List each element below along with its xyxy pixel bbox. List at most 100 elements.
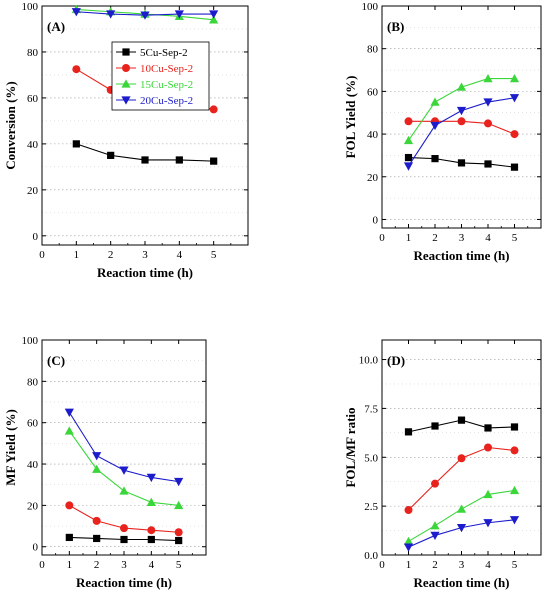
data-point-black: [431, 422, 439, 430]
y-tick-label: 7.5: [364, 403, 378, 415]
legend-marker-red: [122, 64, 130, 72]
data-point-black: [510, 423, 519, 431]
x-tick-label: 0: [39, 249, 45, 261]
data-point-green: [430, 521, 440, 530]
series-green: [64, 426, 184, 510]
data-point-green: [509, 485, 520, 495]
data-point-black: [93, 534, 101, 543]
legend-label-blue: 20Cu-Sep-2: [140, 95, 193, 107]
data-point-blue: [209, 10, 219, 19]
data-point-black: [457, 416, 466, 424]
data-point-blue: [92, 452, 102, 461]
data-point-blue: [174, 477, 184, 487]
series-black: [404, 416, 519, 436]
y-tick-label: 100: [22, 335, 39, 347]
legend-marker-green: [121, 79, 131, 88]
data-point-black: [175, 156, 183, 164]
data-point-black: [120, 535, 128, 544]
x-tick-label: 3: [459, 559, 465, 571]
data-point-black: [175, 536, 183, 545]
x-tick-label: 2: [432, 559, 438, 571]
data-point-red: [65, 501, 74, 510]
legend-label-red: 10Cu-Sep-2: [140, 63, 193, 75]
data-point-black: [404, 428, 413, 436]
data-point-black: [107, 151, 115, 159]
x-axis-label: Reaction time (h): [97, 265, 193, 280]
y-tick-label: 80: [27, 376, 39, 388]
data-point-black: [72, 140, 80, 148]
x-tick-label: 5: [512, 232, 518, 244]
x-tick-label: 4: [177, 249, 183, 261]
panel-label-a: (A): [47, 19, 65, 34]
x-tick-label: 5: [211, 249, 217, 261]
plot-frame: [381, 5, 542, 229]
series-line-green: [408, 489, 515, 542]
y-axis-label: FOL Yield (%): [343, 76, 358, 159]
data-point-green: [509, 73, 520, 83]
data-point-blue: [146, 473, 156, 483]
x-axis-label: Reaction time (h): [76, 575, 172, 590]
data-point-green: [64, 426, 74, 435]
x-tick-label: 1: [406, 232, 412, 244]
data-point-green: [403, 135, 414, 145]
data-point-blue: [430, 531, 440, 541]
x-tick-label: 4: [149, 559, 155, 571]
series-red: [65, 501, 183, 537]
y-tick-label: 0.0: [364, 550, 378, 562]
y-tick-label: 2.5: [364, 501, 378, 513]
series-blue: [403, 516, 520, 552]
data-point-green: [92, 464, 102, 473]
data-point-red: [92, 516, 101, 525]
data-point-blue: [71, 8, 81, 17]
series-black: [404, 153, 519, 171]
y-tick-label: 5.0: [364, 452, 378, 464]
y-tick-label: 40: [27, 139, 39, 151]
y-tick-label: 100: [362, 1, 379, 13]
y-tick-label: 60: [367, 86, 379, 98]
y-tick-label: 20: [27, 500, 39, 512]
data-point-red: [510, 446, 519, 455]
data-point-blue: [403, 162, 414, 171]
series-line-blue: [408, 519, 515, 548]
data-point-green: [146, 497, 156, 506]
x-tick-label: 2: [108, 249, 114, 261]
data-point-black: [65, 533, 73, 542]
panel-label-c: (C): [47, 353, 65, 368]
data-point-black: [457, 159, 466, 167]
data-point-green: [174, 500, 184, 510]
y-tick-label: 20: [367, 172, 379, 184]
y-tick-label: 40: [27, 459, 39, 471]
data-point-red: [457, 454, 466, 463]
y-axis-label: Conversion (%): [3, 81, 18, 169]
data-point-red: [457, 117, 466, 126]
data-point-black: [141, 156, 149, 164]
x-tick-label: 0: [379, 232, 385, 244]
data-point-green: [483, 489, 493, 499]
x-tick-label: 3: [459, 232, 465, 244]
data-point-blue: [403, 543, 414, 552]
series-blue: [403, 94, 520, 171]
y-axis-label: MF Yield (%): [3, 409, 18, 486]
data-point-red: [209, 105, 218, 114]
y-tick-label: 60: [27, 418, 39, 430]
chart-panel-c: 0 1 2 3 4 5 0 20 40 60 80 100 Reaction time (h) MF Yi…: [3, 335, 207, 590]
data-point-red: [510, 130, 519, 139]
legend-marker-black: [122, 48, 130, 56]
data-point-black: [510, 163, 519, 171]
chart-panel-d: 0 1 2 3 4 5 0.0 2.5 5.0 7.5 10.0 Reaction time (h) F…: [343, 339, 542, 590]
data-point-green: [119, 486, 129, 495]
y-tick-label: 10.0: [359, 355, 379, 367]
series-green: [403, 485, 520, 545]
data-point-blue: [483, 98, 493, 107]
data-point-green: [430, 97, 440, 106]
data-point-black: [484, 160, 492, 168]
series-black: [65, 533, 183, 545]
x-axis-label: Reaction time (h): [413, 248, 509, 263]
y-tick-label: 0: [373, 214, 379, 226]
y-tick-label: 80: [27, 47, 39, 59]
data-point-red: [404, 506, 413, 515]
x-axis-label: Reaction time (h): [413, 575, 509, 590]
series-blue: [64, 408, 184, 487]
x-tick-label: 3: [121, 559, 127, 571]
legend-label-green: 15Cu-Sep-2: [140, 79, 193, 91]
